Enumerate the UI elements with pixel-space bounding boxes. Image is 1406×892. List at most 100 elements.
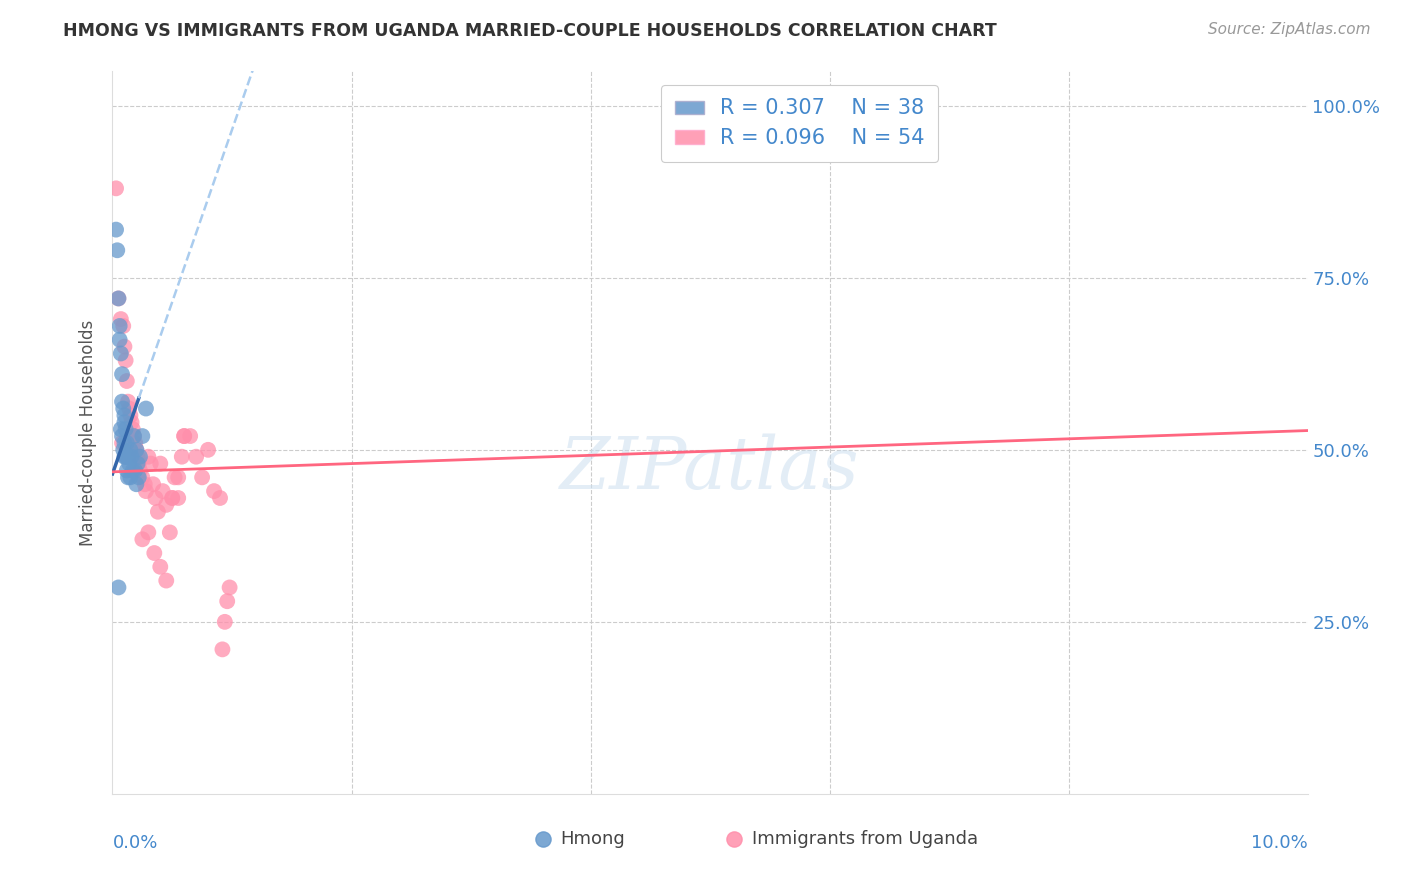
Point (107, 581, 129, 595)
Point (120, 470, 142, 484)
Text: Immigrants from Uganda: Immigrants from Uganda (752, 830, 979, 847)
Point (155, 498, 177, 512)
Point (131, 429, 153, 443)
Point (142, 477, 165, 491)
Point (167, 491, 190, 505)
Point (115, 374, 138, 388)
Text: Source: ZipAtlas.com: Source: ZipAtlas.com (1208, 22, 1371, 37)
Point (111, 394, 134, 409)
Point (117, 394, 139, 409)
Point (114, 340, 135, 354)
Point (111, 429, 134, 443)
Point (163, 470, 186, 484)
Point (197, 442, 219, 457)
Point (125, 442, 148, 457)
Point (125, 442, 148, 457)
Legend: R = 0.307    N = 38, R = 0.096    N = 54: R = 0.307 N = 38, R = 0.096 N = 54 (661, 85, 938, 161)
Point (173, 429, 195, 443)
Point (217, 594, 239, 608)
Point (114, 450, 135, 464)
Point (186, 450, 208, 464)
Point (179, 429, 201, 443)
Point (143, 546, 166, 560)
Point (115, 436, 138, 450)
Point (111, 436, 134, 450)
Point (110, 312, 132, 326)
Point (114, 422, 136, 436)
Point (152, 484, 174, 499)
Point (129, 450, 152, 464)
Point (114, 450, 136, 464)
Point (112, 318, 135, 333)
Point (122, 429, 145, 443)
Point (120, 442, 142, 457)
Point (114, 436, 135, 450)
Point (146, 505, 169, 519)
Text: 10.0%: 10.0% (1251, 834, 1308, 852)
Point (127, 450, 149, 464)
Point (117, 450, 139, 464)
Point (118, 457, 141, 471)
Point (135, 484, 157, 499)
Point (114, 409, 135, 423)
Point (167, 470, 190, 484)
Point (173, 429, 195, 443)
Point (114, 415, 135, 429)
Point (214, 615, 236, 629)
Point (110, 422, 132, 436)
Point (155, 574, 177, 588)
Point (105, 222, 128, 236)
Text: ZIPatlas: ZIPatlas (560, 434, 860, 504)
Point (110, 346, 132, 360)
Point (124, 463, 146, 477)
Point (131, 470, 153, 484)
Point (128, 457, 150, 471)
Point (125, 477, 148, 491)
Point (121, 415, 143, 429)
Point (122, 429, 145, 443)
Point (105, 244, 128, 258)
Point (108, 318, 131, 333)
Point (112, 442, 135, 457)
Point (211, 642, 233, 657)
Text: 0.0%: 0.0% (112, 834, 157, 852)
Point (117, 470, 139, 484)
Point (105, 181, 128, 195)
Point (127, 457, 149, 471)
Point (118, 401, 141, 416)
Point (149, 457, 172, 471)
Point (135, 401, 157, 416)
Point (134, 477, 156, 491)
Point (209, 491, 232, 505)
Point (159, 525, 181, 540)
Point (202, 484, 225, 499)
Point (139, 457, 162, 471)
Point (107, 292, 129, 306)
Point (162, 491, 183, 505)
Point (218, 581, 240, 595)
Point (128, 470, 150, 484)
Text: HMONG VS IMMIGRANTS FROM UGANDA MARRIED-COUPLE HOUSEHOLDS CORRELATION CHART: HMONG VS IMMIGRANTS FROM UGANDA MARRIED-… (63, 22, 997, 40)
Text: Hmong: Hmong (561, 830, 626, 847)
Point (149, 559, 172, 574)
Point (170, 450, 193, 464)
Point (111, 367, 134, 381)
Point (138, 525, 160, 540)
Point (191, 470, 214, 484)
Point (121, 422, 143, 436)
Point (131, 533, 153, 547)
Point (124, 436, 146, 450)
Point (129, 463, 152, 477)
Point (115, 450, 138, 464)
Point (162, 491, 183, 505)
Point (120, 409, 142, 423)
Point (108, 333, 131, 347)
Point (145, 491, 167, 505)
Y-axis label: Married-couple Households: Married-couple Households (79, 319, 97, 546)
Point (138, 450, 160, 464)
Point (112, 401, 135, 416)
Point (114, 353, 136, 368)
Point (107, 292, 129, 306)
Point (121, 450, 143, 464)
Point (115, 463, 138, 477)
